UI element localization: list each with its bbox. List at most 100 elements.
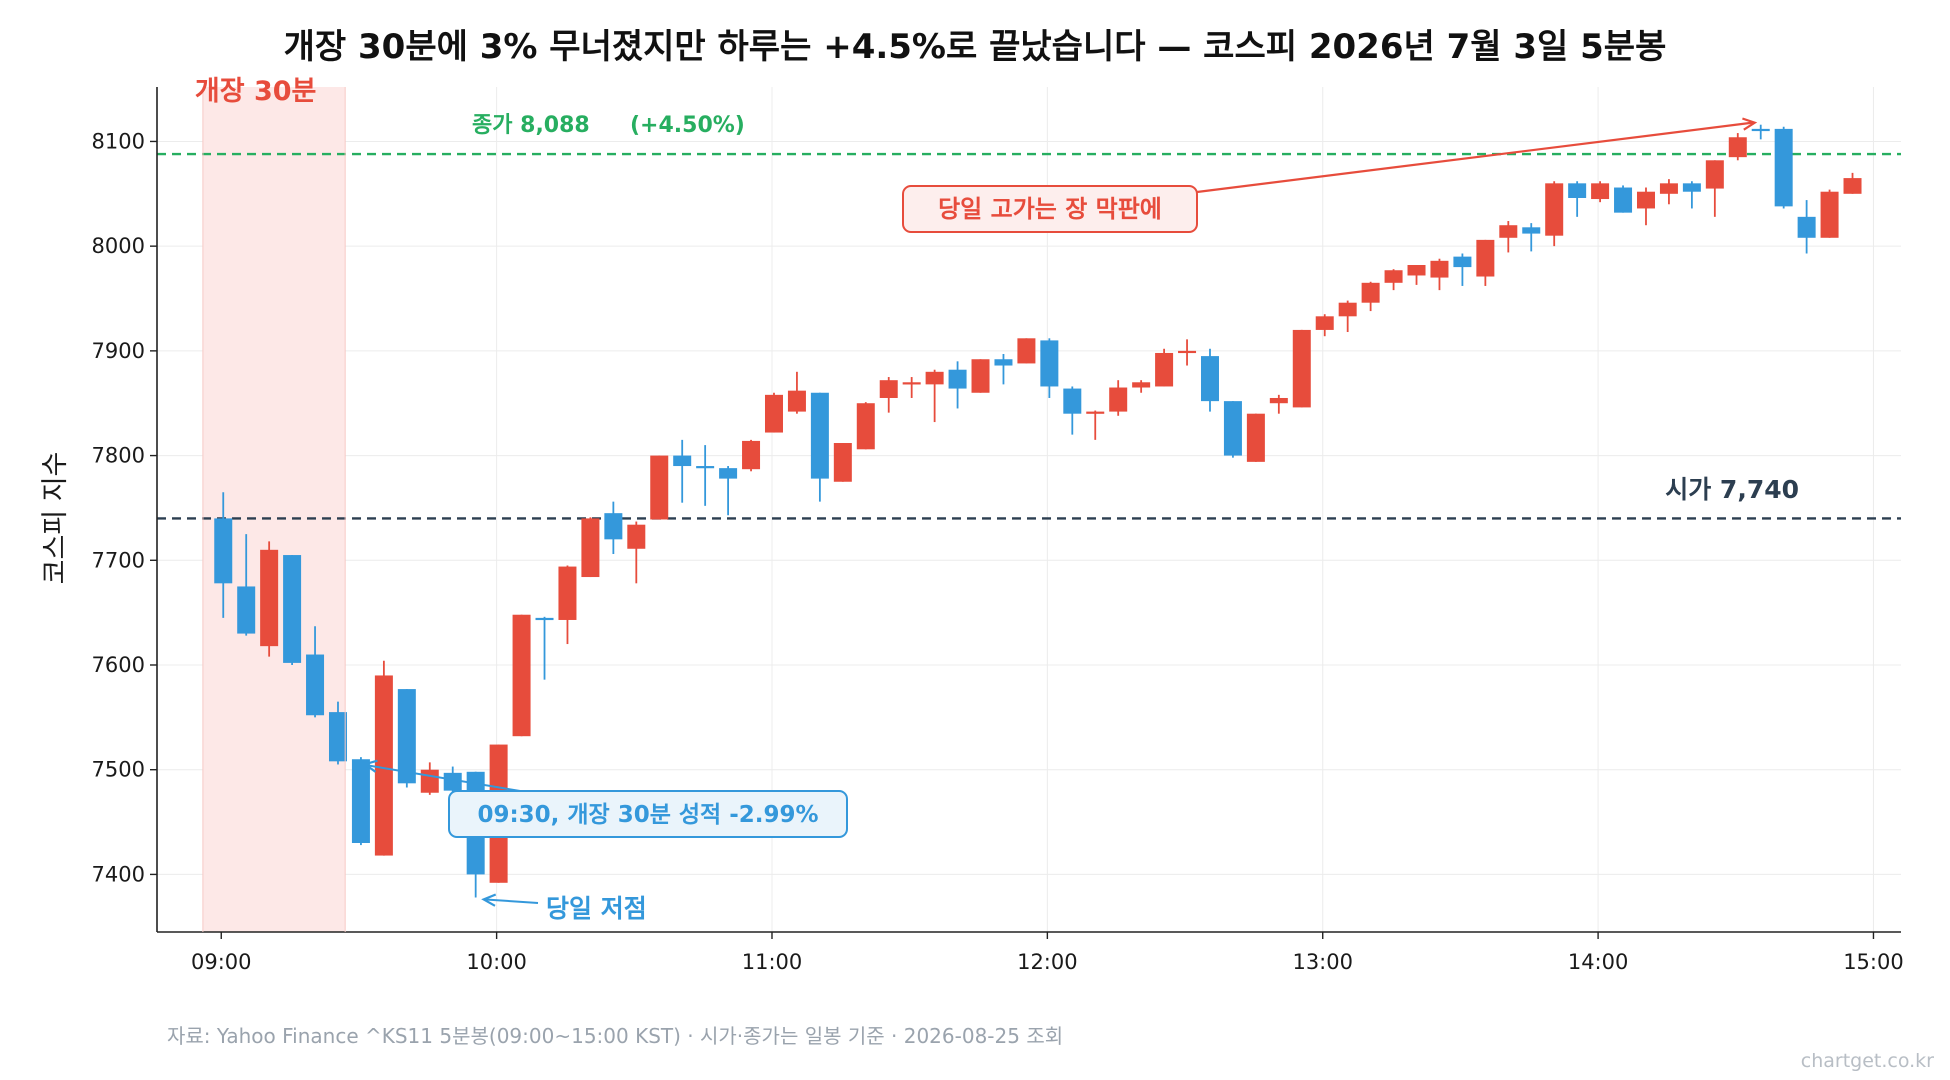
window-note-text: 09:30, 개장 30분 성적 -2.99% xyxy=(477,802,818,828)
candle-body xyxy=(1384,270,1403,283)
candle xyxy=(673,439,692,503)
reference-lines xyxy=(157,152,1901,520)
candle-body xyxy=(1223,401,1242,456)
candle-body xyxy=(971,359,990,393)
candle-body xyxy=(1728,137,1747,158)
candle xyxy=(1682,181,1701,209)
candle xyxy=(214,492,233,618)
candle-body xyxy=(1017,338,1036,364)
candle xyxy=(948,361,967,409)
chart-title: 개장 30분에 3% 무너졌지만 하루는 +4.5%로 끝났습니다 — 코스피 … xyxy=(284,27,1667,67)
candle xyxy=(1407,265,1426,285)
close-level-label: 종가 8,088 xyxy=(472,113,590,138)
candle-body xyxy=(627,524,646,549)
candle-body xyxy=(1430,260,1449,278)
candle xyxy=(1453,253,1472,286)
candle-body xyxy=(1797,216,1816,238)
candle-body xyxy=(650,455,669,520)
candle-body xyxy=(283,555,302,663)
y-tick-label: 8100 xyxy=(92,129,145,153)
candle xyxy=(902,377,921,398)
candle-body xyxy=(328,712,347,762)
candle xyxy=(1063,386,1082,435)
candle xyxy=(764,392,783,433)
candle-body xyxy=(810,392,829,479)
candle xyxy=(604,501,623,555)
high-note-arrow xyxy=(1196,121,1753,194)
candle-body xyxy=(374,675,393,856)
candle xyxy=(833,443,852,482)
candle xyxy=(994,354,1013,385)
candle xyxy=(558,565,577,645)
candle xyxy=(879,377,898,413)
candles xyxy=(214,124,1862,898)
x-tick-label: 12:00 xyxy=(1017,950,1078,974)
candle-body xyxy=(1155,352,1174,387)
candle xyxy=(1843,172,1862,194)
y-tick-label: 7600 xyxy=(92,653,145,677)
candle xyxy=(1751,124,1770,140)
candle xyxy=(535,616,554,680)
candle xyxy=(1269,394,1288,414)
candle-body xyxy=(581,518,600,578)
candle xyxy=(1545,181,1564,247)
x-tick-label: 09:00 xyxy=(191,950,252,974)
candle xyxy=(696,445,715,506)
arrow-head xyxy=(1742,117,1758,131)
candle-body xyxy=(260,549,279,647)
candle-body xyxy=(764,394,783,433)
candle-body xyxy=(237,586,256,634)
y-tick-label: 7800 xyxy=(92,444,145,468)
candle xyxy=(971,359,990,393)
candle-body xyxy=(351,759,370,843)
candle xyxy=(1384,269,1403,291)
arrow-head xyxy=(362,759,378,773)
candle xyxy=(581,517,600,578)
source-note: 자료: Yahoo Finance ^KS11 5분봉(09:00~15:00 … xyxy=(167,1024,1063,1048)
y-axis-label: 코스피 지수 xyxy=(40,452,71,585)
x-tick-label: 11:00 xyxy=(742,950,803,974)
x-tick-label: 13:00 xyxy=(1292,950,1353,974)
candle-body xyxy=(1476,239,1495,277)
candle-body xyxy=(1040,340,1059,387)
candle-body xyxy=(1774,128,1793,207)
candle xyxy=(1728,133,1747,161)
candle-body xyxy=(1636,191,1655,209)
window-note-box xyxy=(448,790,848,838)
candle xyxy=(787,371,806,414)
candle-body xyxy=(673,455,692,467)
candle xyxy=(1223,401,1242,458)
open-level-label: 시가 7,740 xyxy=(1665,475,1799,504)
candle xyxy=(1614,185,1633,213)
candle-body xyxy=(397,689,416,784)
candle xyxy=(260,541,279,657)
candle-body xyxy=(925,371,944,385)
candle-body xyxy=(1751,128,1770,132)
candle-body xyxy=(719,468,738,479)
y-tick-label: 7400 xyxy=(92,862,145,886)
candle xyxy=(1774,126,1793,209)
candle xyxy=(1200,348,1219,412)
candle-body xyxy=(994,359,1013,366)
candle xyxy=(1109,380,1128,416)
candle xyxy=(306,626,325,718)
candle-body xyxy=(214,518,233,584)
window-note-arrow xyxy=(366,764,521,792)
candle xyxy=(1155,348,1174,387)
candle-body xyxy=(512,614,531,737)
candle xyxy=(1361,281,1380,312)
candle-body xyxy=(833,443,852,482)
candle xyxy=(237,534,256,636)
candle-body xyxy=(1292,329,1311,408)
candle-body xyxy=(1407,265,1426,276)
x-tick-label: 14:00 xyxy=(1568,950,1629,974)
y-tick-label: 8000 xyxy=(92,234,145,258)
candle-body xyxy=(856,403,875,450)
candle xyxy=(1820,189,1839,238)
candle xyxy=(1636,187,1655,226)
candle xyxy=(1246,413,1265,462)
candle-body xyxy=(1820,191,1839,238)
watermark: chartget.co.kr xyxy=(1801,1050,1934,1072)
